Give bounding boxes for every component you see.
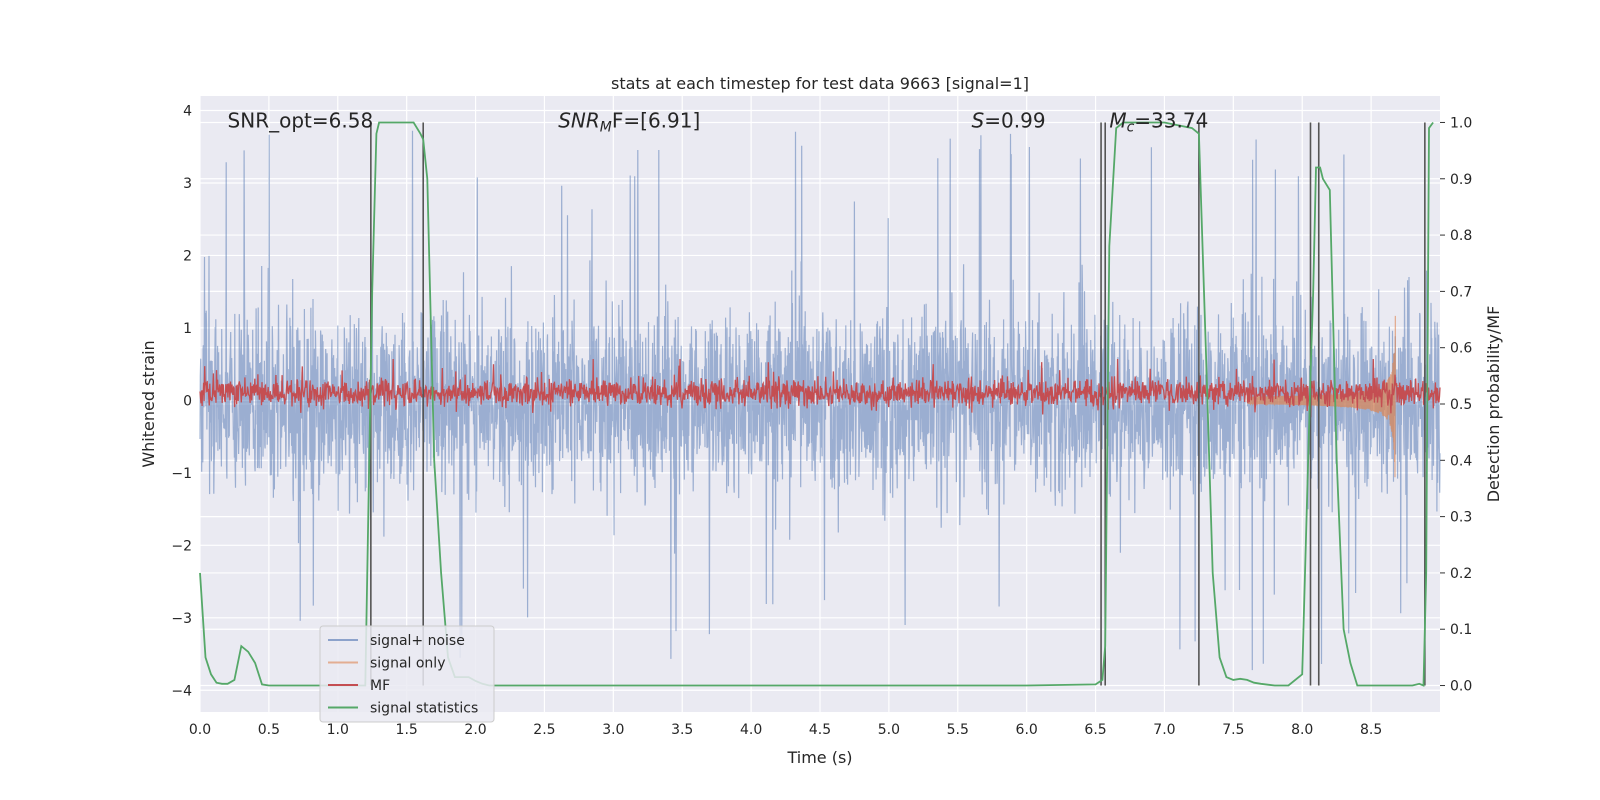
y-right-tick-label: 0.9	[1450, 172, 1472, 188]
x-tick-label: 2.0	[464, 722, 486, 738]
x-tick-label: 5.0	[878, 722, 900, 738]
annotations: SNR_opt=6.58 SNRMF=[6.91] S=0.99 Mc=33.74	[228, 108, 1209, 135]
y-tick-labels: −4 −3 −2 −1 0 1 2 3 4	[171, 103, 192, 699]
y-right-tick-label: 0.6	[1450, 341, 1472, 357]
y-axis-label: Whitened strain	[139, 340, 158, 467]
x-tick-label: 5.5	[947, 722, 969, 738]
y-tick-label: 4	[183, 103, 192, 119]
annotation-label: Mc=33.74	[1109, 108, 1208, 135]
x-tick-label: 1.5	[396, 722, 418, 738]
y-tick-label: −3	[171, 611, 192, 627]
y-right-tick-label: 0.1	[1450, 622, 1472, 638]
x-tick-label: 2.5	[533, 722, 555, 738]
x-tick-label: 3.0	[602, 722, 624, 738]
chart-title: stats at each timestep for test data 966…	[611, 74, 1029, 93]
y-right-tick-label: 0.4	[1450, 453, 1472, 469]
y-tick-label: 1	[183, 321, 192, 337]
annotation-label: SNR_opt=6.58	[228, 108, 374, 132]
y-tick-label: 2	[183, 248, 192, 264]
x-tick-label: 6.5	[1084, 722, 1106, 738]
series-signal-statistics-line	[199, 121, 1434, 687]
x-tick-label: 3.5	[671, 722, 693, 738]
y-tick-label: −2	[171, 538, 192, 554]
y-right-axis-label: Detection probability/MF	[1484, 306, 1503, 503]
plot-series	[199, 121, 1441, 687]
legend-box	[319, 625, 495, 723]
legend: signal+ noise signal only MF signal statist…	[319, 625, 495, 723]
y-right-tick-label: 0.0	[1450, 679, 1472, 695]
legend-label: signal only	[370, 656, 445, 672]
y-right-tick-label: 1.0	[1450, 115, 1472, 131]
y-tick-label: −4	[171, 683, 192, 699]
x-tick-label: 4.5	[809, 722, 831, 738]
legend-label: MF	[370, 678, 390, 694]
y-right-tick-labels: 0.0 0.1 0.2 0.3 0.4 0.5 0.6 0.7 0.8 0.9 1.0	[1450, 115, 1472, 694]
legend-label: signal+ noise	[370, 633, 465, 649]
y-right-tick-label: 0.3	[1450, 510, 1472, 526]
x-axis-label: Time (s)	[786, 748, 852, 767]
legend-label: signal statistics	[370, 701, 478, 717]
y-tick-label: −1	[171, 466, 192, 482]
annotation-label: SNRMF=[6.91]	[558, 108, 700, 135]
y-right-tick-label: 0.7	[1450, 284, 1472, 300]
y-right-tick-label: 0.8	[1450, 228, 1472, 244]
x-tick-label: 4.0	[740, 722, 762, 738]
x-tick-label: 0.0	[189, 722, 211, 738]
x-tick-label: 1.0	[327, 722, 349, 738]
series-signal-noise-line	[199, 130, 1441, 671]
x-tick-label: 8.0	[1291, 722, 1313, 738]
x-tick-label: 0.5	[258, 722, 280, 738]
x-tick-labels: 0.0 0.5 1.0 1.5 2.0 2.5 3.0 3.5 4.0 4.5 5.0 5.5 6.0 6…	[189, 722, 1382, 738]
y-tick-label: 0	[183, 393, 192, 409]
x-tick-label: 7.5	[1222, 722, 1244, 738]
y-tick-label: 3	[183, 176, 192, 192]
x-tick-label: 6.0	[1016, 722, 1038, 738]
x-tick-label: 7.0	[1153, 722, 1175, 738]
y-right-tick-label: 0.2	[1450, 566, 1472, 582]
x-tick-label: 8.5	[1360, 722, 1382, 738]
series-mf-line	[199, 358, 1441, 418]
y-right-tick-label: 0.5	[1450, 397, 1472, 413]
annotation-label: S=0.99	[972, 108, 1046, 132]
